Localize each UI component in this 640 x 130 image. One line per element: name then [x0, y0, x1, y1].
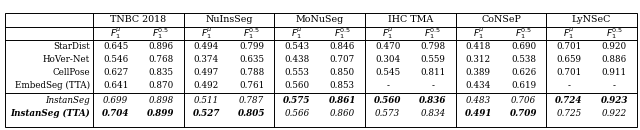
- Text: 0.850: 0.850: [330, 68, 355, 77]
- Text: 0.641: 0.641: [103, 81, 129, 90]
- Text: 0.553: 0.553: [285, 68, 309, 77]
- Text: 0.627: 0.627: [103, 68, 128, 77]
- Bar: [5, 13, 637, 127]
- Text: 0.434: 0.434: [466, 81, 491, 90]
- Text: 0.573: 0.573: [375, 109, 400, 118]
- Text: 0.725: 0.725: [556, 109, 582, 118]
- Text: 0.886: 0.886: [602, 55, 627, 64]
- Text: -: -: [431, 81, 435, 90]
- Text: StarDist: StarDist: [53, 42, 90, 51]
- Text: CellPose: CellPose: [52, 68, 90, 77]
- Text: 0.811: 0.811: [420, 68, 445, 77]
- Text: 0.626: 0.626: [511, 68, 536, 77]
- Text: 0.543: 0.543: [284, 42, 310, 51]
- Text: $F_1^{0.5}$: $F_1^{0.5}$: [424, 26, 442, 41]
- Text: 0.511: 0.511: [194, 96, 219, 105]
- Text: 0.575: 0.575: [284, 96, 311, 105]
- Text: $F_1^{0.5}$: $F_1^{0.5}$: [515, 26, 532, 41]
- Text: 0.645: 0.645: [103, 42, 128, 51]
- Text: 0.768: 0.768: [148, 55, 173, 64]
- Text: 0.418: 0.418: [466, 42, 491, 51]
- Text: 0.559: 0.559: [420, 55, 445, 64]
- Text: 0.483: 0.483: [466, 96, 491, 105]
- Text: 0.706: 0.706: [511, 96, 536, 105]
- Text: MoNuSeg: MoNuSeg: [296, 15, 344, 24]
- Text: -: -: [386, 81, 389, 90]
- Text: InstanSeg (TTA): InstanSeg (TTA): [10, 109, 90, 118]
- Text: $F_1^{\mu}$: $F_1^{\mu}$: [472, 26, 484, 41]
- Text: $F_1^{0.5}$: $F_1^{0.5}$: [243, 26, 260, 41]
- Text: 0.923: 0.923: [600, 96, 628, 105]
- Text: 0.835: 0.835: [148, 68, 173, 77]
- Text: $F_1^{\mu}$: $F_1^{\mu}$: [291, 26, 303, 41]
- Text: 0.911: 0.911: [602, 68, 627, 77]
- Text: 0.896: 0.896: [148, 42, 173, 51]
- Text: 0.920: 0.920: [602, 42, 627, 51]
- Text: LyNSeC: LyNSeC: [572, 15, 611, 24]
- Text: InstanSeg: InstanSeg: [45, 96, 90, 105]
- Text: EmbedSeg (TTA): EmbedSeg (TTA): [15, 81, 90, 90]
- Text: 0.497: 0.497: [194, 68, 219, 77]
- Text: HoVer-Net: HoVer-Net: [43, 55, 90, 64]
- Text: 0.635: 0.635: [239, 55, 264, 64]
- Text: 0.853: 0.853: [330, 81, 355, 90]
- Text: 0.546: 0.546: [103, 55, 128, 64]
- Text: 0.389: 0.389: [466, 68, 491, 77]
- Text: 0.619: 0.619: [511, 81, 536, 90]
- Text: 0.690: 0.690: [511, 42, 536, 51]
- Text: $F_1^{\mu}$: $F_1^{\mu}$: [563, 26, 575, 41]
- Text: 0.860: 0.860: [330, 109, 355, 118]
- Text: 0.560: 0.560: [284, 81, 310, 90]
- Text: 0.787: 0.787: [239, 96, 264, 105]
- Text: 0.494: 0.494: [194, 42, 219, 51]
- Text: 0.761: 0.761: [239, 81, 264, 90]
- Text: 0.788: 0.788: [239, 68, 264, 77]
- Text: 0.374: 0.374: [194, 55, 219, 64]
- Text: 0.709: 0.709: [510, 109, 538, 118]
- Text: 0.438: 0.438: [284, 55, 310, 64]
- Text: $F_1^{0.5}$: $F_1^{0.5}$: [605, 26, 623, 41]
- Text: 0.492: 0.492: [194, 81, 219, 90]
- Text: NuInsSeg: NuInsSeg: [205, 15, 253, 24]
- Text: 0.922: 0.922: [602, 109, 627, 118]
- Text: 0.545: 0.545: [375, 68, 400, 77]
- Text: $F_1^{0.5}$: $F_1^{0.5}$: [152, 26, 170, 41]
- Text: CoNSeP: CoNSeP: [481, 15, 521, 24]
- Text: 0.704: 0.704: [102, 109, 129, 118]
- Text: 0.836: 0.836: [419, 96, 447, 105]
- Text: 0.707: 0.707: [330, 55, 355, 64]
- Text: 0.898: 0.898: [148, 96, 173, 105]
- Text: IHC TMA: IHC TMA: [388, 15, 433, 24]
- Text: 0.304: 0.304: [375, 55, 400, 64]
- Text: $F_1^{\mu}$: $F_1^{\mu}$: [200, 26, 212, 41]
- Text: 0.870: 0.870: [148, 81, 173, 90]
- Text: 0.470: 0.470: [375, 42, 401, 51]
- Text: $F_1^{\mu}$: $F_1^{\mu}$: [382, 26, 394, 41]
- Text: 0.805: 0.805: [238, 109, 266, 118]
- Text: 0.491: 0.491: [465, 109, 492, 118]
- Text: 0.701: 0.701: [556, 42, 582, 51]
- Text: $F_1^{\mu}$: $F_1^{\mu}$: [110, 26, 122, 41]
- Text: $F_1^{0.5}$: $F_1^{0.5}$: [333, 26, 351, 41]
- Text: 0.799: 0.799: [239, 42, 264, 51]
- Text: 0.699: 0.699: [103, 96, 128, 105]
- Text: -: -: [613, 81, 616, 90]
- Text: 0.566: 0.566: [284, 109, 310, 118]
- Text: 0.861: 0.861: [328, 96, 356, 105]
- Text: 0.560: 0.560: [374, 96, 401, 105]
- Text: -: -: [568, 81, 570, 90]
- Text: 0.798: 0.798: [420, 42, 445, 51]
- Text: TNBC 2018: TNBC 2018: [110, 15, 166, 24]
- Text: 0.527: 0.527: [193, 109, 220, 118]
- Text: 0.846: 0.846: [330, 42, 355, 51]
- Text: 0.312: 0.312: [466, 55, 491, 64]
- Text: 0.701: 0.701: [556, 68, 582, 77]
- Text: 0.834: 0.834: [420, 109, 445, 118]
- Text: 0.659: 0.659: [557, 55, 582, 64]
- Text: 0.538: 0.538: [511, 55, 536, 64]
- Text: 0.724: 0.724: [556, 96, 583, 105]
- Text: 0.899: 0.899: [147, 109, 175, 118]
